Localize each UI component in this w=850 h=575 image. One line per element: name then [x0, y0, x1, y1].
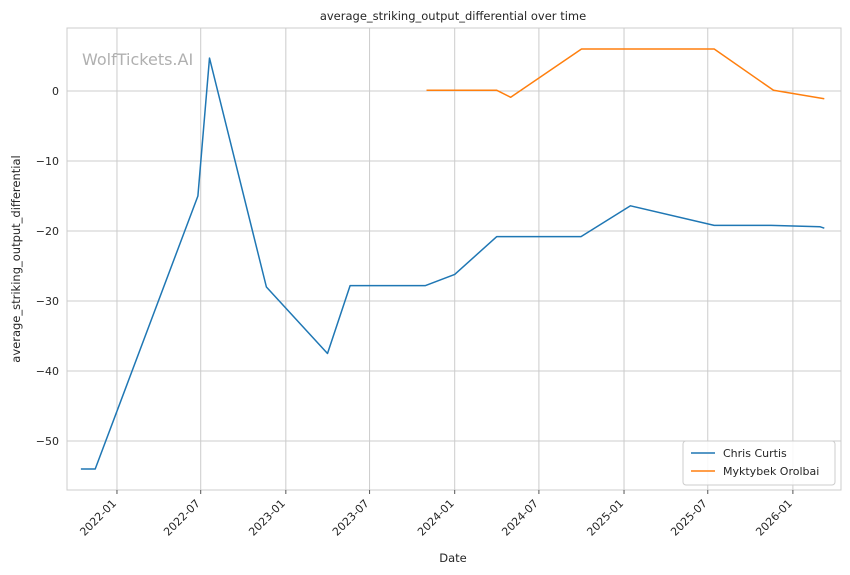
series-line-1: [80, 57, 825, 470]
y-tick-label: −50: [36, 435, 59, 448]
x-tick-label: 2024-01: [415, 497, 457, 539]
y-axis-title: average_striking_output_differential: [9, 155, 23, 362]
x-axis-title: Date: [439, 551, 467, 565]
grid: [67, 28, 841, 490]
x-tick-label: 2025-01: [584, 497, 626, 539]
legend-label: Myktybek Orolbai: [723, 465, 819, 478]
y-tick-label: −20: [36, 225, 59, 238]
x-tick-label: 2023-07: [330, 497, 372, 539]
watermark: WolfTickets.AI: [82, 50, 193, 69]
plot-frame: [66, 27, 842, 491]
legend-label: Chris Curtis: [723, 447, 787, 460]
legend: Chris Curtis Myktybek Orolbai: [682, 440, 836, 486]
x-tick-label: 2022-01: [77, 497, 119, 539]
y-tick-label: −10: [36, 155, 59, 168]
x-tick-label: 2023-01: [246, 497, 288, 539]
y-axis: −50 −40 −30 −20 −10 0: [36, 85, 59, 448]
x-tick-label: 2025-07: [668, 497, 710, 539]
series-layer: [80, 48, 825, 470]
series-line-2: [426, 48, 825, 100]
y-tick-label: −30: [36, 295, 59, 308]
x-tick-label: 2026-01: [753, 497, 795, 539]
y-tick-label: −40: [36, 365, 59, 378]
x-tick-label: 2024-07: [499, 497, 541, 539]
legend-box: [682, 440, 836, 486]
x-axis: 2022-01 2022-07 2023-01 2023-07 2024-01 2024-…: [77, 490, 795, 539]
y-tick-label: 0: [52, 85, 59, 98]
chart-title: average_striking_output_differential ove…: [320, 9, 586, 23]
x-tick-label: 2022-07: [161, 497, 203, 539]
